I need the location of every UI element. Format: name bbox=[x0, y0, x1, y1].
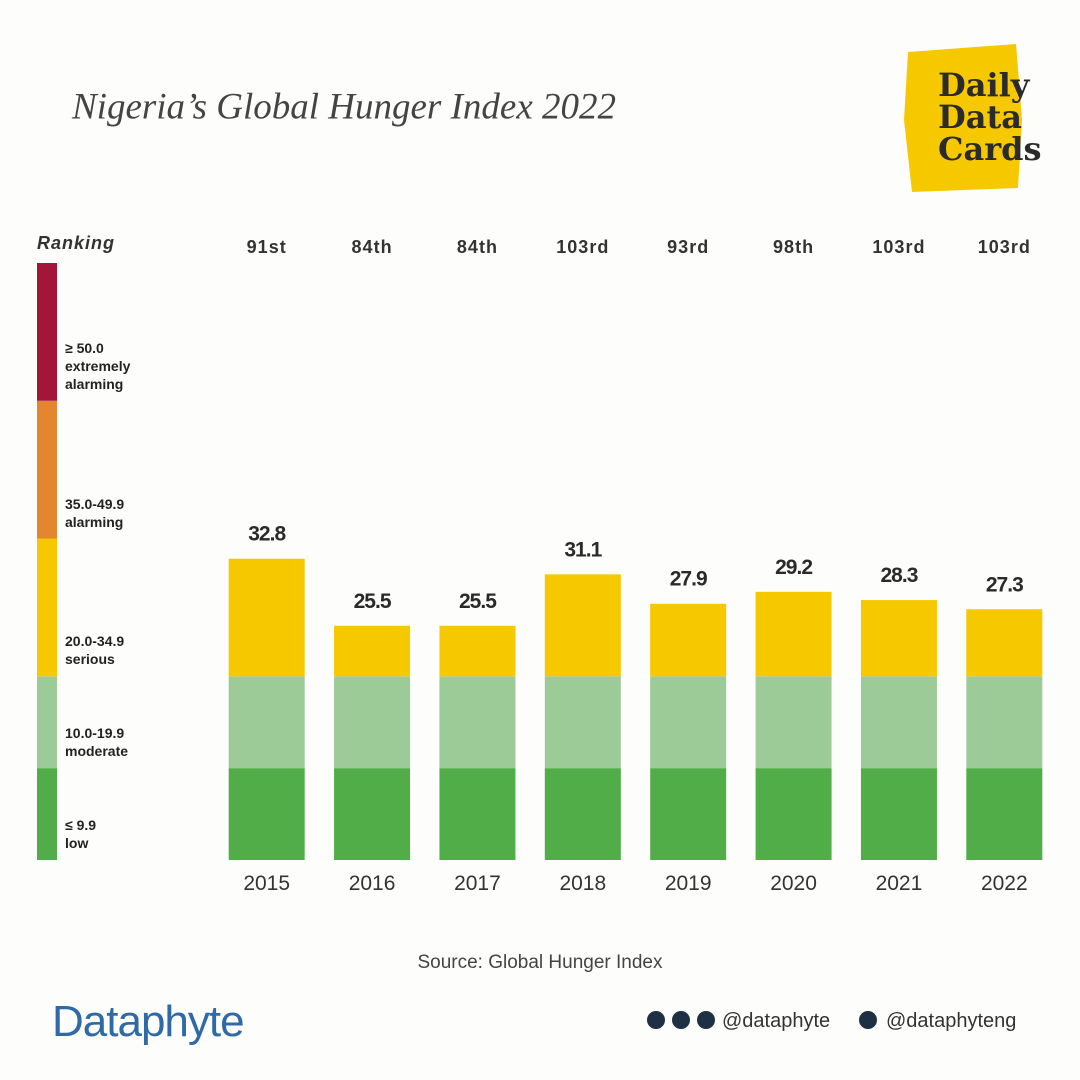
ranking-label: 93rd bbox=[667, 237, 709, 257]
bar bbox=[966, 609, 1043, 677]
legend-label: 20.0-34.9 serious bbox=[65, 632, 175, 668]
legend-label: ≤ 9.9 low bbox=[65, 816, 175, 852]
legend-label: ≥ 50.0 extremely alarming bbox=[65, 339, 175, 393]
legend-title: Ranking bbox=[37, 233, 115, 253]
icon bbox=[859, 1011, 877, 1029]
legend-band bbox=[37, 400, 57, 539]
x-tick-label: 2021 bbox=[876, 872, 923, 895]
ranking-label: 103rd bbox=[872, 237, 925, 257]
value-label: 25.5 bbox=[354, 590, 392, 613]
badge-bg bbox=[904, 44, 1022, 192]
bar-band bbox=[228, 768, 305, 860]
x-tick-label: 2020 bbox=[770, 872, 817, 895]
bar bbox=[439, 625, 516, 677]
x-tick-label: 2017 bbox=[454, 872, 501, 895]
legend-label: serious bbox=[65, 651, 115, 668]
badge-line: Daily bbox=[938, 66, 1031, 104]
legend-range: ≥ 50.0 bbox=[65, 339, 104, 356]
value-label: 31.1 bbox=[564, 538, 602, 561]
ranking-label: 91st bbox=[247, 237, 287, 257]
bar-band bbox=[755, 768, 832, 860]
bar-band bbox=[439, 676, 516, 769]
x-tick-label: 2019 bbox=[665, 872, 712, 895]
logo: Dataphyte bbox=[52, 997, 244, 1046]
bar bbox=[755, 591, 832, 677]
source: Source: Global Hunger Index bbox=[417, 952, 663, 973]
bar-band bbox=[966, 768, 1043, 860]
value-label: 27.3 bbox=[986, 573, 1023, 596]
legend-band bbox=[37, 263, 57, 401]
bar-band bbox=[334, 676, 411, 769]
ranking-label: 103rd bbox=[978, 237, 1031, 257]
handle: @dataphyte bbox=[722, 1010, 830, 1032]
icon bbox=[647, 1011, 665, 1029]
bar-band bbox=[650, 768, 727, 860]
social-icons bbox=[647, 1011, 877, 1029]
badge-line: Data bbox=[938, 98, 1022, 136]
bar bbox=[650, 603, 727, 677]
bar bbox=[860, 600, 937, 677]
badge-line: Cards bbox=[938, 130, 1041, 168]
bar-band bbox=[334, 768, 411, 860]
legend-range: 20.0-34.9 bbox=[65, 633, 125, 650]
ranking-label: 98th bbox=[773, 237, 814, 257]
bar-band bbox=[755, 676, 832, 769]
legend-label: 10.0-19.9 moderate bbox=[65, 724, 175, 760]
value-label: 32.8 bbox=[248, 523, 286, 546]
legend-range: 10.0-19.9 bbox=[65, 725, 125, 742]
x-tick-label: 2018 bbox=[559, 872, 606, 895]
legend-label: low bbox=[65, 835, 89, 851]
bar-band bbox=[228, 676, 305, 769]
ranking-label: 84th bbox=[352, 237, 393, 257]
legend-label: extremely alarming bbox=[65, 357, 131, 392]
handle: @dataphyteng bbox=[886, 1010, 1016, 1032]
icon bbox=[697, 1011, 715, 1029]
value-label: 25.5 bbox=[459, 590, 497, 613]
bar-band bbox=[544, 676, 621, 769]
value-label: 29.2 bbox=[775, 556, 812, 579]
bar-band bbox=[966, 676, 1043, 769]
bar bbox=[544, 574, 621, 677]
bar-band bbox=[439, 768, 516, 860]
bar-band bbox=[544, 768, 621, 860]
bar-band bbox=[650, 676, 727, 769]
bar bbox=[228, 558, 305, 677]
legend-range: 35.0-49.9 bbox=[65, 495, 125, 512]
bar bbox=[334, 625, 411, 677]
legend-label: alarming bbox=[65, 513, 124, 530]
icon bbox=[672, 1011, 690, 1029]
x-tick-label: 2015 bbox=[243, 872, 290, 895]
badge: Daily Data Cards bbox=[938, 66, 1041, 168]
legend-band bbox=[37, 538, 57, 677]
x-tick-label: 2022 bbox=[981, 872, 1028, 895]
value-label: 27.9 bbox=[670, 568, 707, 591]
legend-label: 35.0-49.9 alarming bbox=[65, 495, 175, 531]
ranking-label: 84th bbox=[457, 237, 498, 257]
legend-band bbox=[37, 768, 57, 860]
x-tick-label: 2016 bbox=[349, 872, 396, 895]
legend-label: moderate bbox=[65, 743, 129, 760]
value-label: 28.3 bbox=[881, 564, 918, 587]
ranking-label: 103rd bbox=[556, 237, 609, 257]
chart-title: Nigeria’s Global Hunger Index 2022 bbox=[71, 86, 616, 127]
legend-band bbox=[37, 676, 57, 769]
bar-band bbox=[860, 676, 937, 769]
bar-band bbox=[860, 768, 937, 860]
legend-range: ≤ 9.9 bbox=[65, 817, 97, 833]
